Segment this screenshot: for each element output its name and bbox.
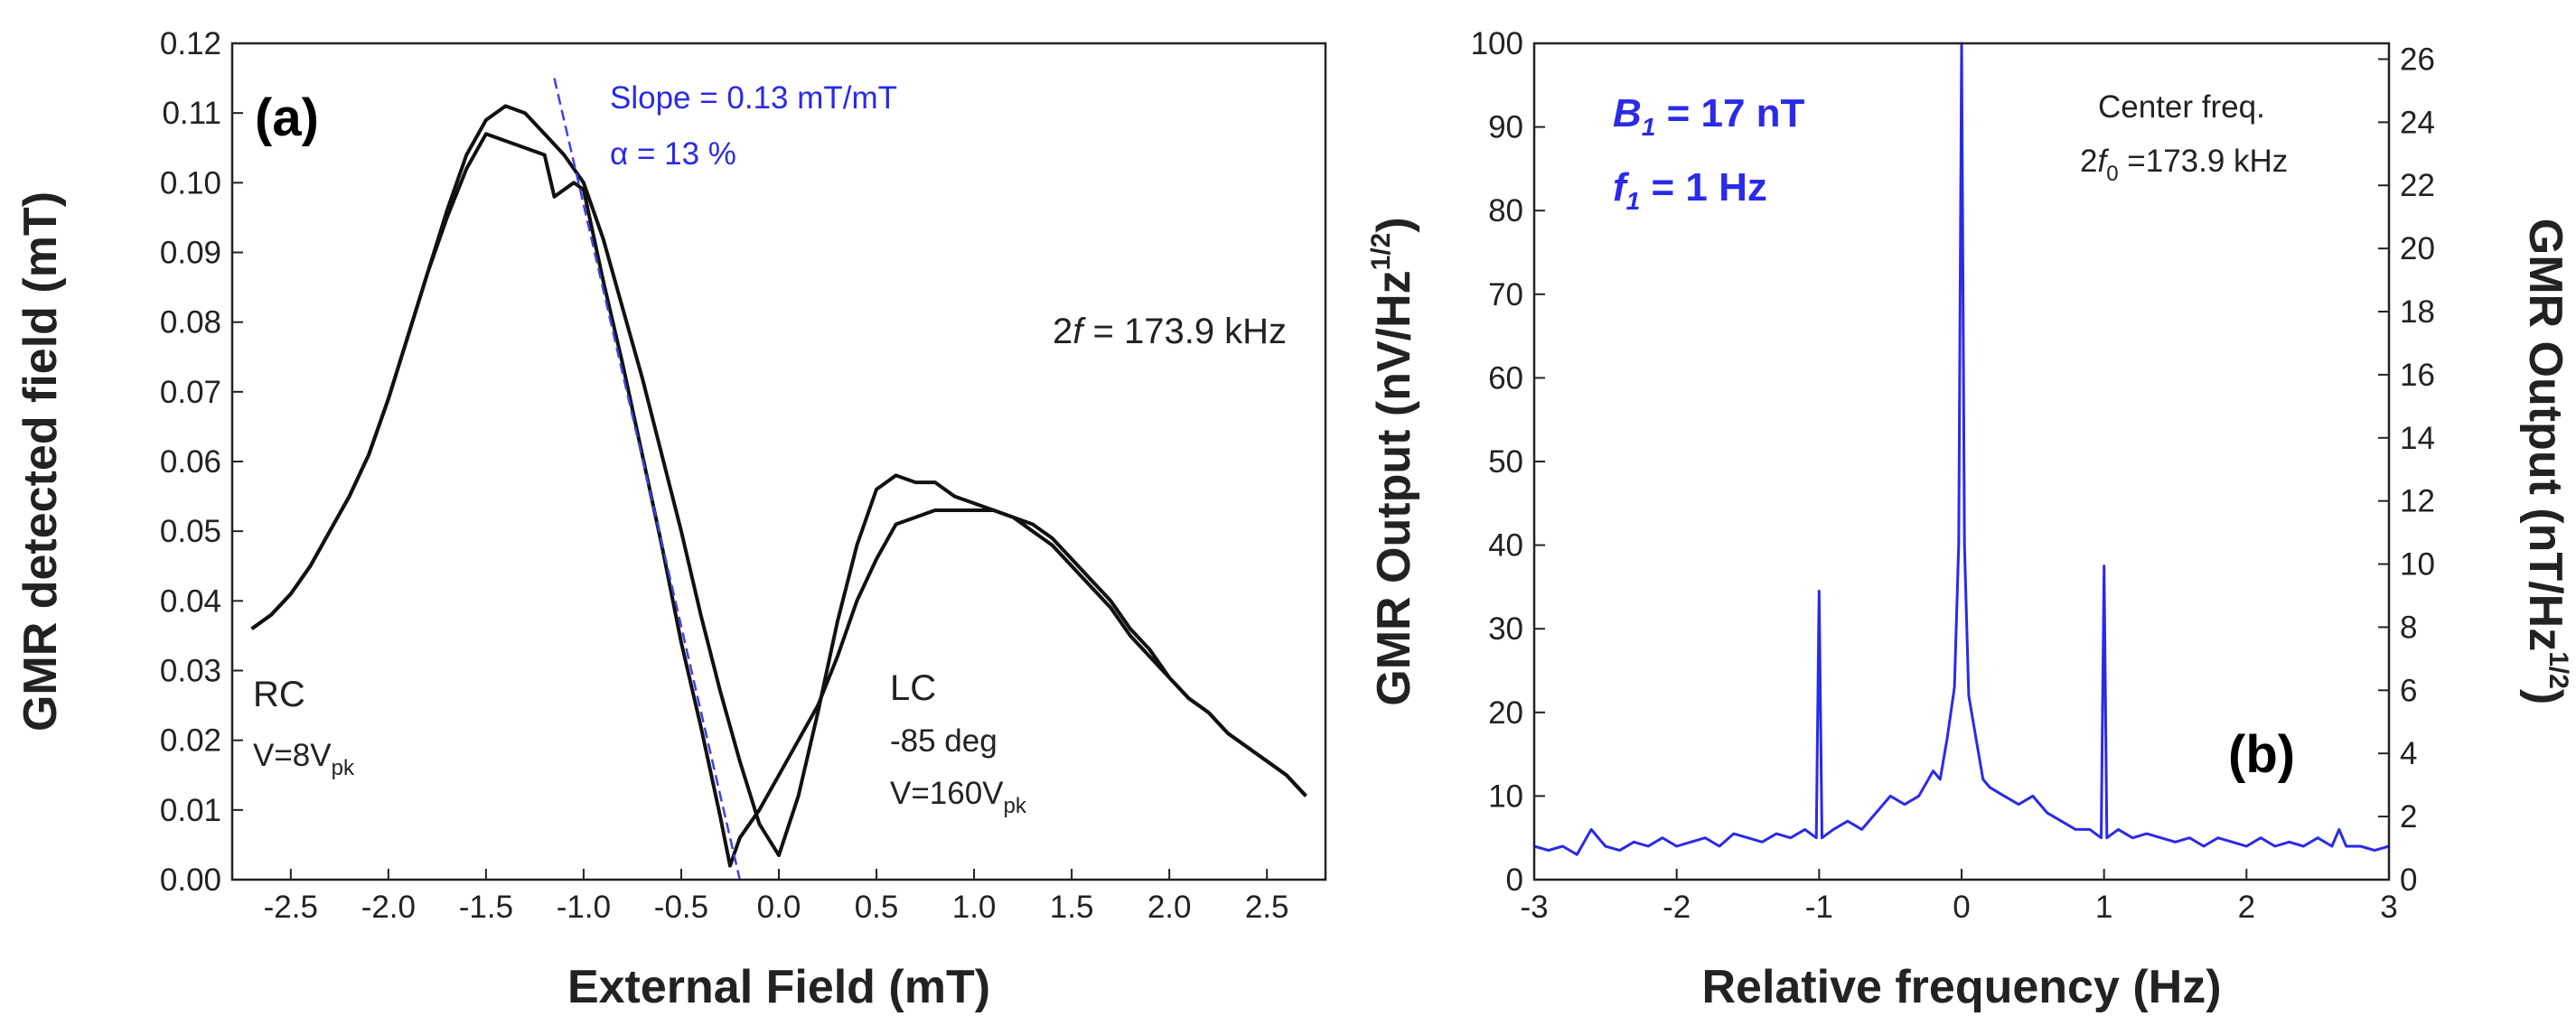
x-tick-label: 1.5 — [1050, 890, 1094, 925]
y-tick-label: 0.11 — [162, 96, 221, 131]
center-freq-label: Center freq. — [2098, 89, 2265, 125]
panel-b-ylabel-left: GMR Output (nV/Hz1/2) — [1366, 217, 1420, 705]
y-right-tick-label: 0 — [2400, 862, 2417, 898]
y-tick-label: 0.10 — [160, 165, 221, 200]
x-tick-label: 2 — [2238, 890, 2255, 925]
lc-voltage: V=160Vpk — [890, 776, 1027, 818]
spectrum-line — [1533, 42, 2390, 856]
y-tick-label: 100 — [1471, 26, 1523, 61]
panel-b-series — [1533, 42, 2390, 856]
b1-annotation: B1 = 17 nT — [1613, 91, 1805, 141]
x-tick-label: -1.0 — [557, 890, 611, 925]
f1-annotation: f1 = 1 Hz — [1613, 165, 1767, 215]
x-tick-label: 2.0 — [1147, 890, 1192, 925]
y-right-tick-label: 22 — [2400, 168, 2435, 203]
y-tick-label: 0.00 — [160, 862, 221, 898]
x-tick-label: -2.0 — [361, 890, 416, 925]
y-right-tick-label: 2 — [2400, 799, 2417, 835]
x-tick-label: -0.5 — [654, 890, 708, 925]
x-tick-label: -1 — [1805, 890, 1833, 925]
y-right-tick-label: 26 — [2400, 42, 2435, 77]
y-tick-label: 0.02 — [160, 723, 221, 759]
y-right-tick-label: 4 — [2400, 736, 2417, 771]
y-tick-label: 50 — [1488, 444, 1523, 480]
frequency-annotation: 2f = 173.9 kHz — [1053, 312, 1287, 351]
series-line-1 — [250, 104, 1307, 857]
y-tick-label: 0.08 — [160, 305, 221, 340]
x-tick-label: 2.5 — [1245, 890, 1289, 925]
rc-label: RC — [253, 675, 305, 714]
y-tick-label: 0.05 — [160, 514, 221, 549]
x-tick-label: -2 — [1663, 890, 1691, 925]
y-tick-label: 0 — [1506, 862, 1523, 898]
fit-line — [553, 78, 742, 881]
y-tick-label: 0.03 — [160, 654, 221, 689]
alpha-annotation: α = 13 % — [610, 136, 736, 172]
x-tick-label: 0.5 — [855, 890, 899, 925]
rc-voltage: V=8Vpk — [253, 738, 355, 780]
panel-a-series — [250, 104, 1307, 868]
panel-b-xlabel: Relative frequency (Hz) — [1701, 961, 2221, 1013]
series-line-2 — [250, 132, 1307, 868]
y-tick-label: 40 — [1488, 528, 1523, 564]
y-tick-label: 10 — [1488, 779, 1523, 814]
y-tick-label: 0.01 — [160, 793, 221, 828]
panel-a-label: (a) — [255, 89, 319, 147]
panel-a: -2.5 -2.0 -1.5 -1.0 -0.5 0.0 0.5 1.0 1.5 2.0 2.5 0.… — [14, 26, 1327, 1013]
y-tick-label: 0.04 — [160, 583, 221, 619]
y-right-tick-label: 18 — [2400, 294, 2435, 330]
y-tick-label: 30 — [1488, 611, 1523, 647]
y-right-tick-label: 16 — [2400, 358, 2435, 393]
x-tick-label: 1 — [2095, 890, 2112, 925]
y-tick-label: 20 — [1488, 695, 1523, 731]
lc-label: LC — [890, 668, 936, 708]
y-tick-label: 80 — [1488, 193, 1523, 228]
x-tick-label: 0.0 — [757, 890, 801, 925]
lc-phase: -85 deg — [890, 723, 998, 759]
y-tick-label: 0.12 — [160, 26, 221, 61]
panel-a-xlabel: External Field (mT) — [567, 961, 990, 1013]
panel-b-ylabel-right: GMR Output (nT/Hz1/2) — [2519, 219, 2573, 704]
y-right-tick-label: 14 — [2400, 421, 2435, 456]
y-right-tick-label: 8 — [2400, 610, 2417, 645]
panel-b-frame — [1532, 42, 2391, 881]
y-right-tick-label: 10 — [2400, 547, 2435, 583]
y-right-tick-label: 24 — [2400, 105, 2435, 140]
y-tick-label: 90 — [1488, 110, 1523, 145]
panel-a-ticks: -2.5 -2.0 -1.5 -1.0 -0.5 0.0 0.5 1.0 1.5 2.0 2.5 0.… — [160, 26, 1289, 925]
y-tick-label: 60 — [1488, 360, 1523, 396]
y-right-tick-label: 20 — [2400, 231, 2435, 266]
y-tick-label: 0.06 — [160, 444, 221, 480]
y-right-tick-label: 6 — [2400, 673, 2417, 708]
x-tick-label: -2.5 — [264, 890, 318, 925]
x-tick-label: 0 — [1953, 890, 1970, 925]
y-tick-label: 0.07 — [160, 375, 221, 410]
panel-a-ylabel: GMR detected field (mT) — [14, 191, 67, 732]
x-tick-label: 3 — [2380, 890, 2397, 925]
x-tick-label: -3 — [1520, 890, 1548, 925]
x-tick-label: 1.0 — [952, 890, 997, 925]
slope-annotation: Slope = 0.13 mT/mT — [610, 80, 897, 116]
x-tick-label: -1.5 — [459, 890, 513, 925]
panel-b-ticks: -3 -2 -1 0 1 2 3010203040506070809010002468101… — [1471, 26, 2435, 925]
panel-a-frame — [230, 42, 1327, 881]
y-tick-label: 0.09 — [160, 236, 221, 271]
center-freq-value: 2f0 =173.9 kHz — [2080, 144, 2288, 186]
y-tick-label: 70 — [1488, 277, 1523, 312]
panel-b: -3 -2 -1 0 1 2 3010203040506070809010002468101… — [1366, 26, 2573, 1013]
panel-b-label: (b) — [2228, 725, 2295, 784]
y-right-tick-label: 12 — [2400, 484, 2435, 519]
